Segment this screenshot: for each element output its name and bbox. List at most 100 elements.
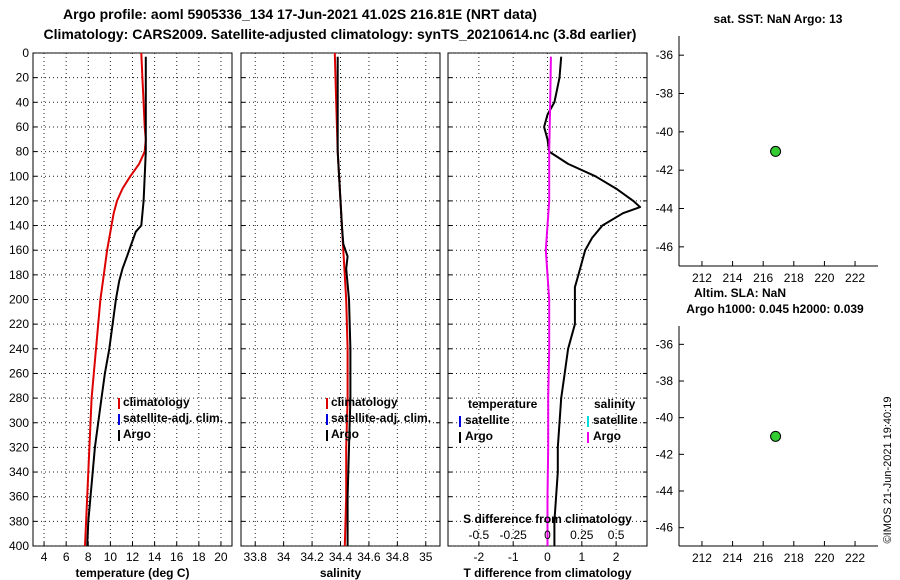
series-line-argo	[336, 56, 352, 546]
legend-label: satellite	[593, 413, 638, 427]
map-y-tick-label: -36	[656, 337, 674, 351]
map-panels: -36 -38 -40 -42 -44 -46 212 214 216 218 220 222 sat.…	[656, 12, 878, 565]
legend-label: Argo	[123, 427, 151, 441]
legend-label: satellite	[465, 413, 510, 427]
legend-label: climatology	[331, 395, 398, 409]
x-tick-label: 4	[41, 550, 48, 564]
map-y-tick-label: -40	[656, 125, 674, 139]
y-tick-label: 260	[9, 366, 29, 380]
s-diff-tick-label: 0	[544, 528, 551, 542]
map-x-tick-label: 212	[692, 551, 712, 565]
x-tick-label: 16	[170, 550, 184, 564]
s-diff-tick-label: 0.5	[608, 528, 625, 542]
map-y-tick-label: -38	[656, 374, 674, 388]
x-tick-label: 0	[544, 550, 551, 564]
legend-label: Argo	[331, 427, 359, 441]
imos-credit: ©IMOS 21-Jun-2021 19:40:19	[882, 397, 894, 544]
y-tick-label: 300	[9, 416, 29, 430]
y-tick-label: 340	[9, 465, 29, 479]
x-tick-label: 2	[613, 550, 620, 564]
s-diff-tick-label: 0.25	[570, 528, 594, 542]
y-tick-label: 380	[9, 514, 29, 528]
x-tick-label: 34.8	[386, 550, 410, 564]
map-x-tick-label: 222	[845, 551, 865, 565]
x-tick-label: 33.8	[244, 550, 268, 564]
x-tick-label: 14	[148, 550, 162, 564]
map-y-tick-label: -44	[656, 484, 674, 498]
legend-swatch	[459, 416, 461, 427]
legend-swatch	[459, 432, 461, 443]
argo-position-marker	[770, 430, 782, 442]
x-tick-label: 8	[85, 550, 92, 564]
x-axis-label: salinity	[320, 566, 362, 580]
x-tick-label: 6	[63, 550, 70, 564]
map-y-tick-label: -42	[656, 447, 674, 461]
legend-swatch	[587, 416, 589, 427]
panel-difference: -2 -1 0 1 2 T difference from climatology S di…	[447, 52, 648, 580]
map-x-tick-label: 216	[753, 551, 773, 565]
map-x-tick-label: 218	[784, 271, 804, 285]
series-line-s-difference-argo-	[544, 56, 552, 546]
x-tick-label: -2	[474, 550, 485, 564]
map-y-tick-label: -40	[656, 411, 674, 425]
map-x-tick-label: 220	[814, 551, 834, 565]
x-tick-label: 34	[277, 550, 291, 564]
y-tick-label: 140	[9, 219, 29, 233]
y-tick-label: 220	[9, 317, 29, 331]
map-title-sla: Altim. SLA: NaN	[694, 286, 786, 300]
series-line-argo	[86, 56, 147, 547]
s-diff-tick-label: -0.5	[469, 528, 490, 542]
plot-frame	[240, 52, 441, 547]
y-tick-label: 0	[22, 46, 29, 60]
legend-swatch	[118, 414, 120, 425]
y-tick-label: 80	[16, 145, 30, 159]
map-y-tick-label: -42	[656, 163, 674, 177]
legend-swatch	[326, 414, 328, 425]
legend-label: satellite-adj. clim.	[331, 411, 431, 425]
y-tick-label: 120	[9, 194, 29, 208]
x-axis-label: T difference from climatology	[463, 566, 631, 580]
map-y-tick-label: -44	[656, 202, 674, 216]
y-tick-label: 20	[16, 71, 30, 85]
x-tick-label: -1	[508, 550, 519, 564]
y-tick-label: 100	[9, 169, 29, 183]
map-x-tick-label: 216	[753, 271, 773, 285]
x-tick-label: 1	[578, 550, 585, 564]
map-x-tick-label: 218	[784, 551, 804, 565]
map-y-tick-label: -46	[656, 521, 674, 535]
map-sst_map: -36 -38 -40 -42 -44 -46 212 214 216 218 220 222 sat.…	[656, 12, 878, 285]
y-tick-label: 200	[9, 293, 29, 307]
y-tick-label: 360	[9, 490, 29, 504]
y-tick-label: 180	[9, 268, 29, 282]
panel-salinity: 33.8 34 34.2 34.4 34.6 34.8 35 salinity climatol…	[240, 52, 441, 580]
y-tick-label: 160	[9, 243, 29, 257]
y-tick-label: 280	[9, 391, 29, 405]
legend-label: satellite-adj. clim.	[123, 411, 223, 425]
x-tick-label: 12	[126, 550, 140, 564]
legend-label: Argo	[465, 429, 493, 443]
legend-swatch	[326, 430, 328, 441]
map-y-tick-label: -36	[656, 48, 674, 62]
series-line-t-difference-argo-	[543, 56, 642, 546]
map-x-tick-label: 222	[845, 271, 865, 285]
map-x-tick-label: 214	[723, 551, 743, 565]
x-tick-label: 18	[192, 550, 206, 564]
panel-temperature: 4 6 8 10 12 14 16 18 20 temperature (deg C) 0 20 40 6…	[9, 46, 233, 580]
y-tick-label: 60	[16, 120, 30, 134]
map-y-tick-label: -38	[656, 87, 674, 101]
argo-position-marker	[770, 145, 782, 157]
map-y-tick-label: -46	[656, 240, 674, 254]
map-x-tick-label: 212	[692, 271, 712, 285]
legend-swatch	[587, 432, 589, 443]
map-x-tick-label: 220	[814, 271, 834, 285]
map-title-steric-height: Argo h1000: 0.045 h2000: 0.039	[686, 302, 864, 316]
legend-swatch	[326, 398, 328, 409]
x-tick-label: 34.6	[357, 550, 381, 564]
y-tick-label: 40	[16, 95, 30, 109]
x-tick-label: 20	[214, 550, 228, 564]
figure-title-line1: Argo profile: aoml 5905336_134 17-Jun-20…	[63, 6, 537, 22]
x-tick-label: 10	[104, 550, 118, 564]
legend-swatch	[118, 430, 120, 441]
